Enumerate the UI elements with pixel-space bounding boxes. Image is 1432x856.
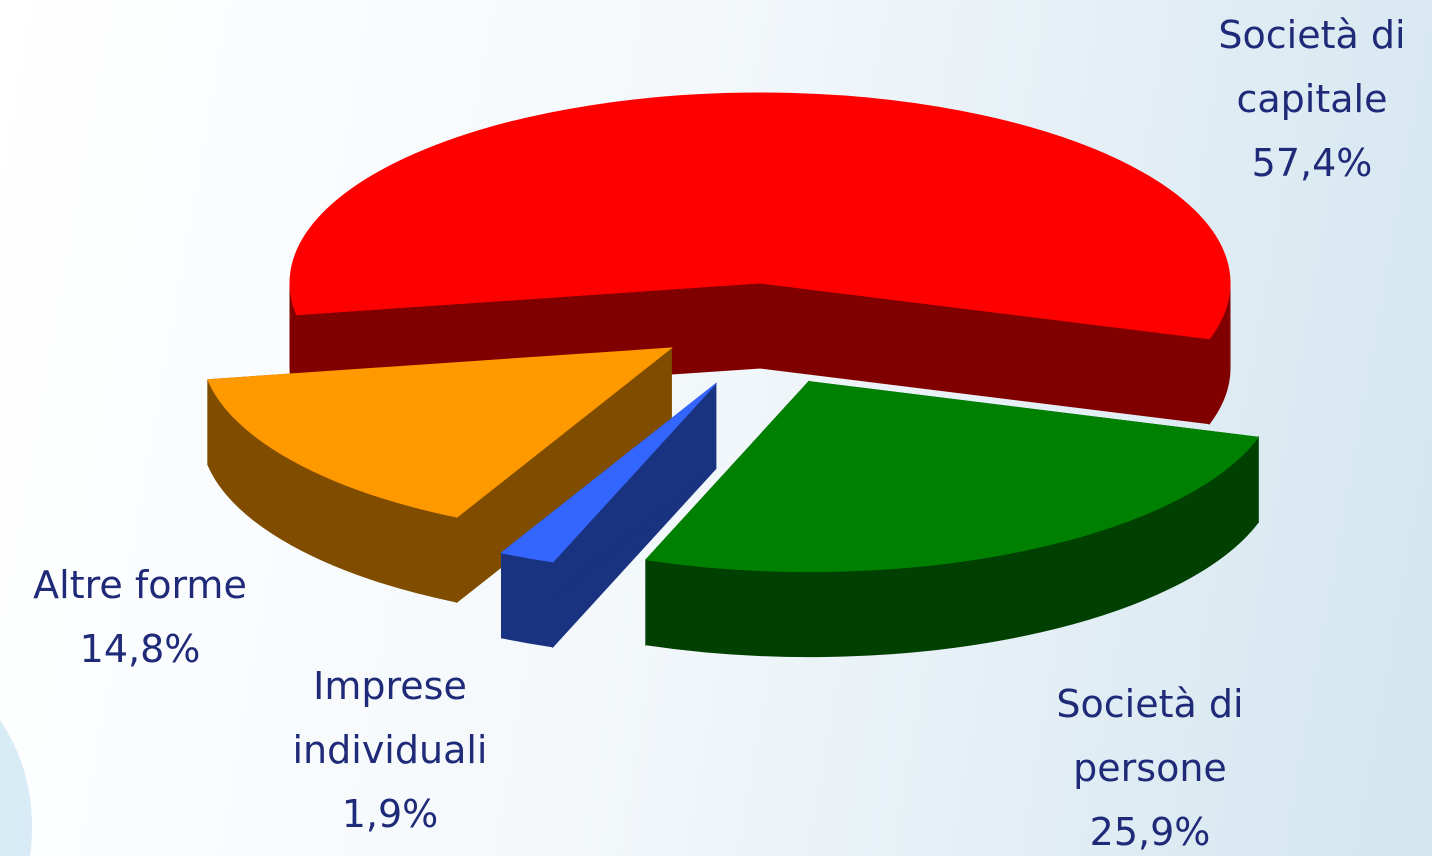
value-label: 25,9%	[1089, 810, 1211, 854]
category-label: Società di capitale	[1218, 13, 1406, 121]
slice	[289, 92, 1231, 340]
slice-side	[501, 552, 554, 648]
value-label: 57,4%	[1251, 141, 1373, 185]
slice	[500, 383, 717, 563]
slice-label: Società di capitale 57,4%	[1187, 3, 1432, 195]
value-label: 14,8%	[79, 627, 201, 671]
value-label: 1,9%	[341, 792, 439, 836]
slice-label: Altre forme 14,8%	[0, 553, 285, 681]
slice	[644, 381, 1260, 573]
category-label: Altre forme	[33, 563, 247, 607]
decoration	[0, 720, 32, 856]
category-label: Imprese individuali	[292, 664, 488, 772]
slice	[207, 347, 673, 518]
slice-label: Imprese individuali 1,9%	[265, 654, 515, 846]
slice-label: Società di persone 25,9%	[1025, 672, 1275, 856]
category-label: Società di persone	[1056, 682, 1244, 790]
